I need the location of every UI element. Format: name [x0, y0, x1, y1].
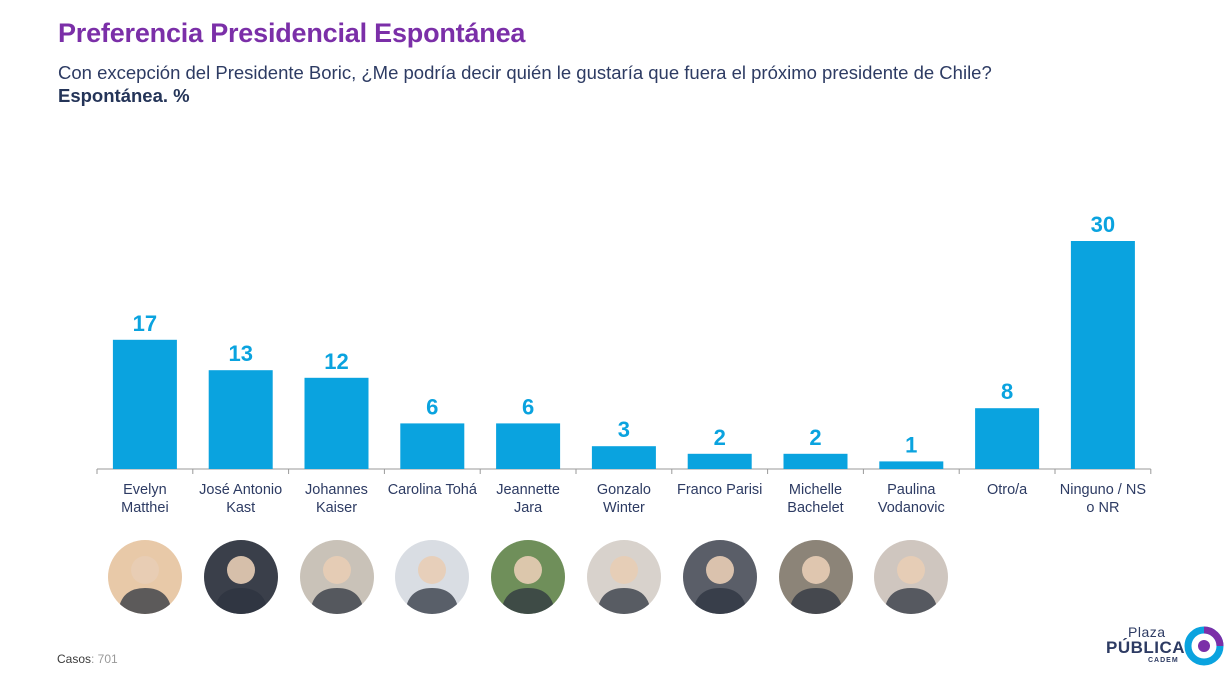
person-photo-icon: [778, 540, 853, 614]
bar-value-label: 12: [324, 349, 348, 374]
category-label: Bachelet: [787, 500, 843, 516]
person-photo-icon: [491, 540, 566, 614]
category-label: Johannes: [305, 482, 368, 498]
bar: [400, 423, 465, 469]
bar-value-label: 2: [809, 425, 821, 450]
casos-label: Casos: [57, 652, 92, 666]
bar: [783, 453, 848, 469]
casos-value: : 701: [91, 652, 118, 666]
bar-value-label: 13: [228, 341, 252, 366]
bar-value-label: 17: [133, 311, 157, 336]
chart-title: Preferencia Presidencial Espontánea: [58, 18, 526, 48]
category-label: Gonzalo: [597, 482, 651, 498]
logo-publica-text: PÚBLICA: [1106, 638, 1186, 657]
person-photo-icon: [586, 540, 661, 614]
category-label: Paulina: [887, 482, 936, 498]
logo-swirl-icon: [1184, 626, 1224, 666]
bar-value-label: 30: [1091, 212, 1115, 237]
category-label: Vodanovic: [878, 500, 945, 516]
bar: [879, 461, 944, 469]
bar-value-label: 8: [1001, 379, 1013, 404]
bar: [208, 370, 273, 469]
category-label: Kaiser: [316, 500, 357, 516]
category-label: Kast: [226, 500, 255, 516]
person-photo-icon: [682, 540, 757, 614]
logo-cadem-text: CADEM: [1148, 657, 1179, 664]
bar: [1070, 241, 1135, 469]
category-label: Matthei: [121, 500, 169, 516]
bar-value-label: 6: [426, 394, 438, 419]
chart-subtitle-unit: Espontánea. %: [58, 85, 190, 106]
bar-value-label: 1: [905, 432, 917, 457]
logo-plaza-text: Plaza: [1128, 624, 1166, 640]
category-label: Evelyn: [123, 482, 167, 498]
category-label: Ninguno / NS: [1060, 482, 1146, 498]
category-label: Jara: [514, 500, 543, 516]
bar: [591, 446, 656, 469]
bar-value-label: 3: [618, 417, 630, 442]
bar-value-label: 6: [522, 394, 534, 419]
category-label: José Antonio: [199, 482, 282, 498]
category-label: o NR: [1086, 500, 1119, 516]
category-label: Michelle: [789, 482, 842, 498]
category-label: Jeannette: [496, 482, 560, 498]
sample-size: Casos: 701: [57, 652, 118, 666]
person-photo-icon: [299, 540, 374, 614]
category-label: Franco Parisi: [677, 482, 762, 498]
person-photo-icon: [203, 540, 278, 614]
bar: [304, 377, 369, 469]
category-label: Winter: [603, 500, 645, 516]
person-photo-icon: [107, 540, 182, 614]
plaza-publica-logo: Plaza PÚBLICA CADEM: [1100, 624, 1224, 668]
person-photo-icon: [395, 540, 470, 614]
category-label: Carolina Tohá: [388, 482, 478, 498]
chart-subtitle: Con excepción del Presidente Boric, ¿Me …: [58, 62, 992, 83]
category-label: Otro/a: [987, 482, 1028, 498]
bar: [975, 408, 1040, 469]
bar-value-label: 2: [714, 425, 726, 450]
person-photo-icon: [874, 540, 949, 614]
bar: [687, 453, 752, 469]
bar: [496, 423, 561, 469]
bar: [112, 339, 177, 469]
